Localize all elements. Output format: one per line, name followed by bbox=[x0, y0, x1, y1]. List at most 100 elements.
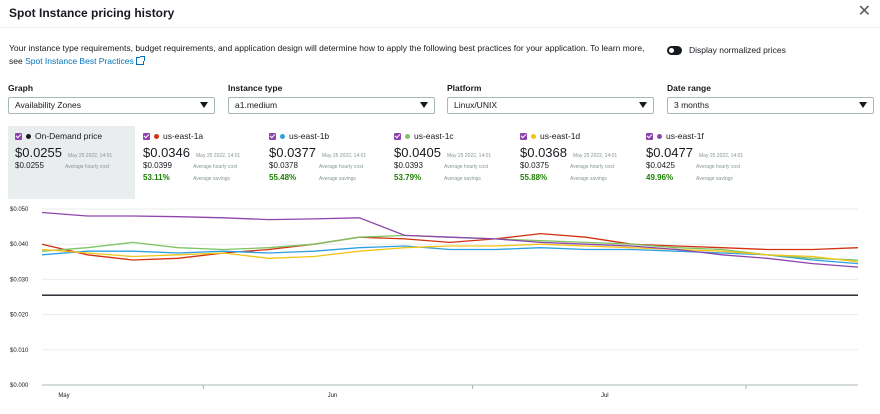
caret-down-icon bbox=[859, 102, 867, 108]
toggle-switch[interactable] bbox=[667, 45, 682, 55]
best-practices-link-label: Spot Instance Best Practices bbox=[25, 56, 134, 66]
series-name: us-east-1a bbox=[163, 131, 204, 141]
pricing-chart[interactable]: $0.050 $0.040 $0.030 $0.020 $0.010 $0.000 May J… bbox=[0, 200, 880, 414]
series-checkbox[interactable] bbox=[143, 132, 150, 140]
x-tick-label: May bbox=[58, 393, 69, 399]
series-savings-label: Average savings bbox=[444, 176, 481, 182]
series-timestamp: May 25 2022, 14:01 bbox=[447, 153, 492, 159]
series-name: us-east-1f bbox=[666, 131, 704, 141]
series-checkbox[interactable] bbox=[520, 132, 527, 140]
series-line-us-east-1a bbox=[41, 232, 859, 261]
series-savings-label: Average savings bbox=[319, 176, 356, 182]
series-savings: 55.88% bbox=[520, 173, 548, 182]
series-timestamp: May 25 2022, 14:01 bbox=[196, 153, 241, 159]
series-checkbox[interactable] bbox=[15, 132, 22, 140]
series-card-us-east-1f[interactable]: us-east-1f $0.0477 May 25 2022, 14:01 $0.… bbox=[639, 126, 766, 199]
series-price: $0.0255 bbox=[15, 145, 62, 160]
series-checkbox[interactable] bbox=[646, 132, 653, 140]
description: Your instance type requirements, budget … bbox=[9, 42, 659, 68]
series-card-on-demand[interactable]: On-Demand price $0.0255 May 25 2022, 14:0… bbox=[8, 126, 135, 199]
series-avg-cost: $0.0399 bbox=[143, 161, 172, 170]
graph-label: Graph bbox=[8, 83, 34, 93]
y-tick-label: $0.030 bbox=[10, 277, 29, 283]
platform-select[interactable]: Linux/UNIX bbox=[447, 97, 654, 114]
series-savings: 53.11% bbox=[143, 173, 170, 182]
description-text: Your instance type requirements, budget … bbox=[9, 43, 645, 66]
graph-select-value: Availability Zones bbox=[15, 100, 81, 110]
modal-title: Spot Instance pricing history bbox=[9, 6, 175, 20]
date-range-field: Date range 3 months bbox=[667, 83, 874, 114]
series-avg-label: Average hourly cost bbox=[193, 164, 238, 170]
series-timestamp: May 25 2022, 14:01 bbox=[573, 153, 618, 159]
series-line-us-east-1f bbox=[41, 211, 859, 268]
series-savings: 53.79% bbox=[394, 173, 422, 182]
platform-field: Platform Linux/UNIX bbox=[447, 83, 654, 114]
series-avg-cost: $0.0425 bbox=[646, 161, 675, 170]
series-avg-cost: $0.0375 bbox=[520, 161, 549, 170]
external-link-icon bbox=[135, 56, 145, 65]
y-tick-label: $0.010 bbox=[10, 348, 29, 354]
series-price: $0.0477 bbox=[646, 145, 693, 160]
series-timestamp: May 25 2022, 14:01 bbox=[322, 153, 367, 159]
series-card-us-east-1c[interactable]: us-east-1c $0.0405 May 25 2022, 14:01 $0.… bbox=[387, 126, 514, 199]
instance-type-label: Instance type bbox=[228, 83, 283, 93]
graph-field: Graph Availability Zones bbox=[8, 83, 215, 114]
x-tick-label: Jul bbox=[601, 393, 609, 399]
y-tick-label: $0.020 bbox=[10, 313, 29, 319]
series-savings: 55.48% bbox=[269, 173, 297, 182]
series-checkbox[interactable] bbox=[394, 132, 401, 140]
toggle-label: Display normalized prices bbox=[689, 45, 786, 55]
date-range-select[interactable]: 3 months bbox=[667, 97, 874, 114]
x-tick-label: Jun bbox=[328, 393, 338, 399]
best-practices-link[interactable]: Spot Instance Best Practices bbox=[25, 56, 145, 66]
series-price: $0.0346 bbox=[143, 145, 190, 160]
instance-type-select-value: a1.medium bbox=[235, 100, 278, 110]
legend-dot bbox=[280, 133, 285, 139]
series-name: us-east-1b bbox=[289, 131, 330, 141]
series-savings: 49.96% bbox=[646, 173, 674, 182]
platform-select-value: Linux/UNIX bbox=[454, 100, 497, 110]
series-savings-label: Average savings bbox=[570, 176, 607, 182]
series-name: us-east-1c bbox=[414, 131, 454, 141]
series-avg-cost: $0.0378 bbox=[269, 161, 298, 170]
series-price: $0.0368 bbox=[520, 145, 567, 160]
series-name: On-Demand price bbox=[35, 131, 103, 141]
graph-select[interactable]: Availability Zones bbox=[8, 97, 215, 114]
legend-dot bbox=[26, 133, 31, 139]
legend-dot bbox=[405, 133, 410, 139]
series-line-us-east-1d bbox=[41, 243, 859, 263]
y-tick-label: $0.040 bbox=[10, 242, 29, 248]
series-avg-label: Average hourly cost bbox=[570, 164, 615, 170]
series-avg-label: Average hourly cost bbox=[65, 164, 110, 170]
series-name: us-east-1d bbox=[540, 131, 581, 141]
caret-down-icon bbox=[639, 102, 647, 108]
series-card-us-east-1d[interactable]: us-east-1d $0.0368 May 25 2022, 14:01 $0.… bbox=[513, 126, 640, 199]
series-checkbox[interactable] bbox=[269, 132, 276, 140]
series-card-us-east-1b[interactable]: us-east-1b $0.0377 May 25 2022, 14:01 $0.… bbox=[262, 126, 389, 199]
instance-type-field: Instance type a1.medium bbox=[228, 83, 435, 114]
date-range-label: Date range bbox=[667, 83, 711, 93]
series-savings-label: Average savings bbox=[193, 176, 230, 182]
legend-dot bbox=[531, 133, 536, 139]
y-tick-label: $0.050 bbox=[10, 207, 29, 213]
caret-down-icon bbox=[200, 102, 208, 108]
close-icon[interactable]: ✕ bbox=[857, 3, 871, 20]
series-card-us-east-1a[interactable]: us-east-1a $0.0346 May 25 2022, 14:01 $0.… bbox=[136, 126, 263, 199]
legend-dot bbox=[154, 133, 159, 139]
toggle-knob bbox=[669, 47, 674, 53]
series-avg-label: Average hourly cost bbox=[444, 164, 489, 170]
series-avg-label: Average hourly cost bbox=[319, 164, 364, 170]
platform-label: Platform bbox=[447, 83, 482, 93]
normalized-prices-toggle[interactable]: Display normalized prices bbox=[667, 45, 786, 55]
series-timestamp: May 25 2022, 14:01 bbox=[68, 153, 113, 159]
legend-dot bbox=[657, 133, 662, 139]
instance-type-select[interactable]: a1.medium bbox=[228, 97, 435, 114]
series-avg-cost: $0.0393 bbox=[394, 161, 423, 170]
series-avg-cost: $0.0255 bbox=[15, 161, 44, 170]
caret-down-icon bbox=[420, 102, 428, 108]
series-avg-label: Average hourly cost bbox=[696, 164, 741, 170]
series-price: $0.0377 bbox=[269, 145, 316, 160]
series-savings-label: Average savings bbox=[696, 176, 733, 182]
y-tick-label: $0.000 bbox=[10, 383, 29, 389]
series-price: $0.0405 bbox=[394, 145, 441, 160]
